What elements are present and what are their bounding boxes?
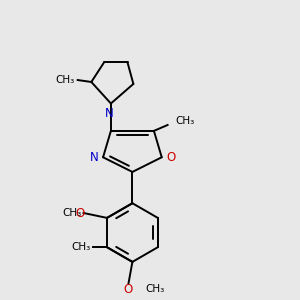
Text: CH₃: CH₃	[71, 242, 90, 252]
Text: O: O	[123, 283, 132, 296]
Text: N: N	[105, 107, 113, 120]
Text: CH₃: CH₃	[145, 284, 164, 294]
Text: CH₃: CH₃	[55, 75, 75, 85]
Text: O: O	[75, 206, 84, 220]
Text: O: O	[166, 151, 175, 164]
Text: CH₃: CH₃	[62, 208, 81, 218]
Text: CH₃: CH₃	[176, 116, 195, 126]
Text: N: N	[90, 151, 99, 164]
